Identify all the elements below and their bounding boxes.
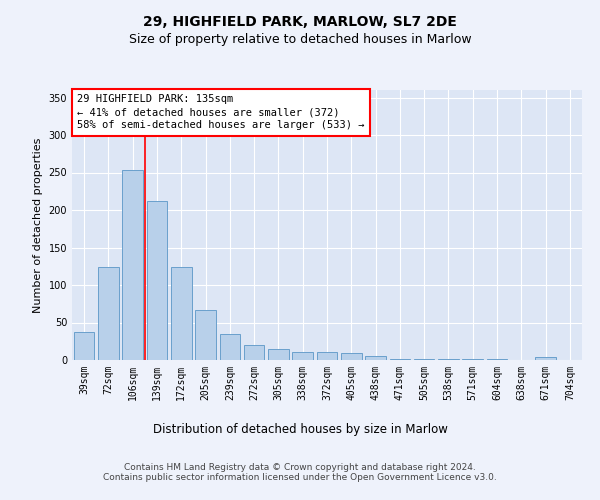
Bar [98,267,119,360]
Bar [341,352,362,360]
Bar [535,357,556,360]
Bar [365,356,386,360]
Bar [463,359,483,360]
Bar [122,170,143,360]
Bar [438,359,459,360]
Text: Distribution of detached houses by size in Marlow: Distribution of detached houses by size … [152,422,448,436]
Bar [146,201,167,360]
Bar [74,332,94,360]
Text: Contains HM Land Registry data © Crown copyright and database right 2024.
Contai: Contains HM Land Registry data © Crown c… [103,462,497,482]
Bar [244,345,265,360]
Text: 29, HIGHFIELD PARK, MARLOW, SL7 2DE: 29, HIGHFIELD PARK, MARLOW, SL7 2DE [143,15,457,29]
Bar [317,352,337,360]
Y-axis label: Number of detached properties: Number of detached properties [33,138,43,312]
Text: Size of property relative to detached houses in Marlow: Size of property relative to detached ho… [128,32,472,46]
Bar [195,310,216,360]
Bar [414,359,434,360]
Bar [220,334,240,360]
Bar [487,359,508,360]
Bar [268,349,289,360]
Bar [389,358,410,360]
Bar [171,267,191,360]
Text: 29 HIGHFIELD PARK: 135sqm
← 41% of detached houses are smaller (372)
58% of semi: 29 HIGHFIELD PARK: 135sqm ← 41% of detac… [77,94,365,130]
Bar [292,352,313,360]
